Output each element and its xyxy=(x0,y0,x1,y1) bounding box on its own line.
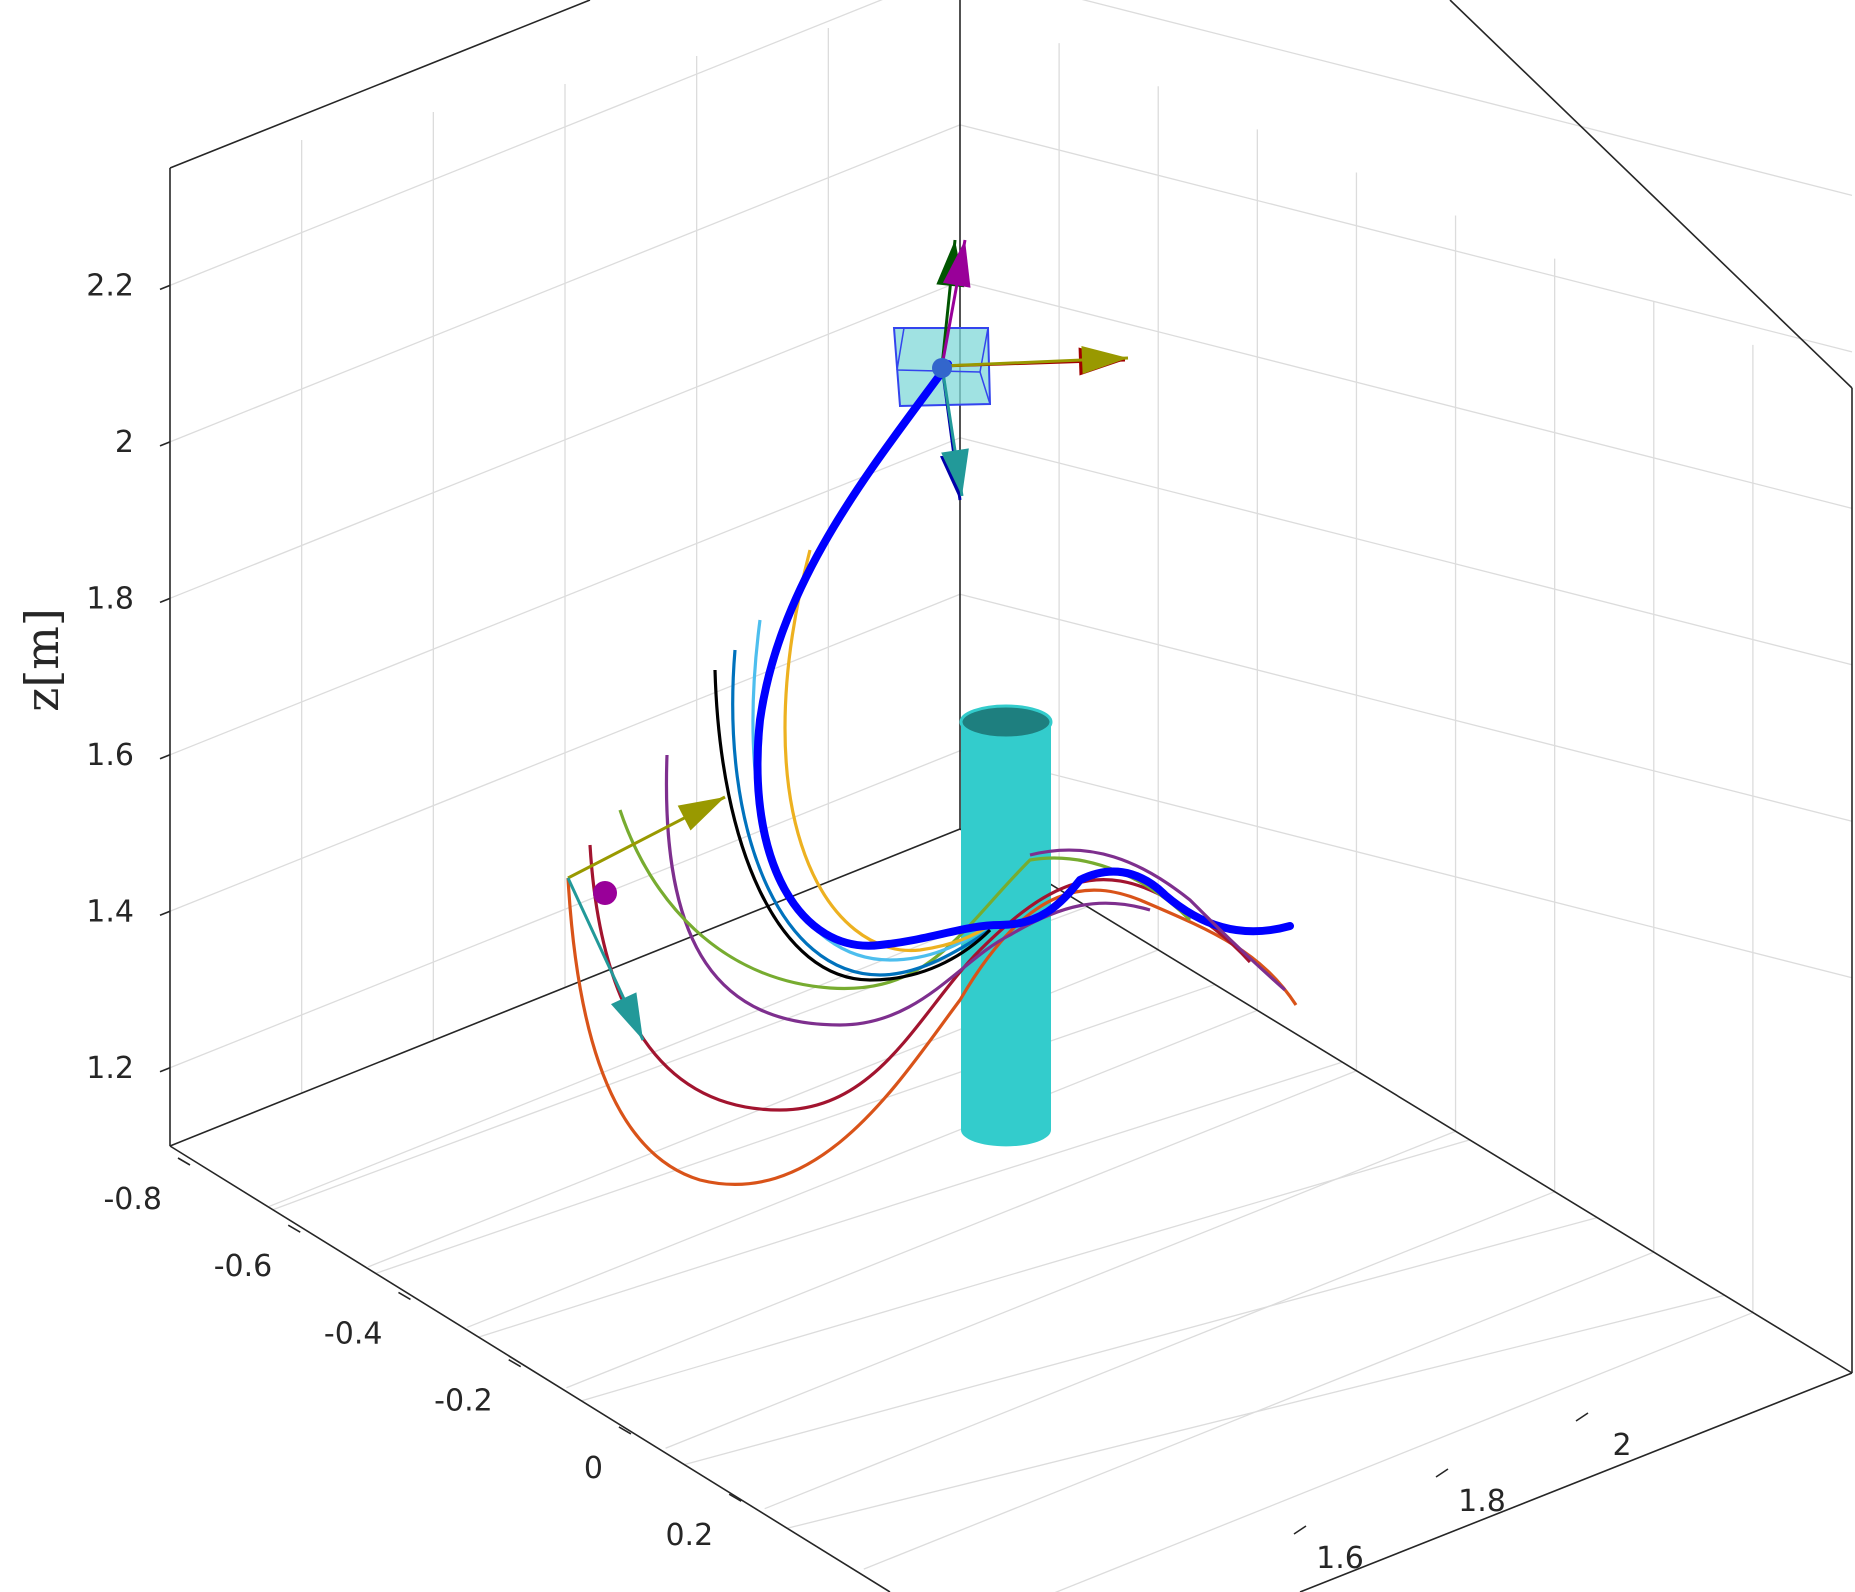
y-tick-mark xyxy=(1293,1525,1307,1535)
z-tick-mark xyxy=(159,284,171,291)
axis-box-edge xyxy=(169,828,961,1147)
z-tick-label: 1.2 xyxy=(86,1051,134,1086)
trajectory-line xyxy=(664,754,1151,1027)
goal-box-edge xyxy=(896,327,991,405)
floor-grid-line xyxy=(684,1216,1598,1466)
start-x-arrow-head xyxy=(677,797,725,831)
x-tick-label: 0 xyxy=(584,1451,603,1486)
y-tick-label: 1.6 xyxy=(1316,1541,1364,1576)
start-z-marker xyxy=(593,881,617,905)
y-tick-mark xyxy=(1435,1468,1449,1478)
z-grid-line xyxy=(959,437,1853,666)
axes-box xyxy=(169,0,1853,1592)
frame-arrows xyxy=(566,239,1129,1041)
reference-path xyxy=(753,360,1294,950)
floor-grid-line xyxy=(566,1070,1357,1389)
z-tick-label: 1.6 xyxy=(86,738,134,773)
floor-grid-line xyxy=(581,1139,1470,1402)
x-tick-label: -0.6 xyxy=(214,1249,273,1284)
axis-box-edge xyxy=(1449,0,1853,389)
floor-grid-line xyxy=(478,1061,1343,1338)
z-tick-label: 1.8 xyxy=(86,581,134,616)
x-tick-label: 0.2 xyxy=(665,1518,713,1553)
z-tick-label: 1.4 xyxy=(86,894,134,929)
y-tick-label: 2 xyxy=(1612,1428,1631,1463)
goal-marker xyxy=(932,358,952,378)
y-axis-arrow-head xyxy=(941,448,969,496)
z-tick-label: 2 xyxy=(115,425,134,460)
trajectory-series xyxy=(566,360,1298,1187)
cylinder-top xyxy=(959,704,1053,740)
axis-ticks: 1.2 1.4 1.6 1.8 2 2.2 -0.8 -0.6 -0.4 -0.2 0 0.2 1.6 1… xyxy=(86,268,1631,1576)
z-axis-arrow-head xyxy=(942,240,971,288)
z-grid-line xyxy=(959,124,1853,353)
z-grid-line xyxy=(959,280,1853,509)
x-tick-mark xyxy=(287,1224,301,1233)
z-grid-line xyxy=(1081,0,1853,196)
z-tick-label: 2.2 xyxy=(86,268,134,303)
z-tick-mark xyxy=(159,1067,171,1073)
grid-lines xyxy=(169,0,1853,1592)
x-tick-mark xyxy=(177,1157,191,1166)
x-tick-mark xyxy=(398,1291,411,1301)
trajectory-line xyxy=(1029,848,1287,992)
z-tick-mark xyxy=(159,910,171,917)
x-tick-label: -0.4 xyxy=(324,1316,383,1351)
z-tick-mark xyxy=(159,441,171,447)
z-grid-line xyxy=(959,750,1853,979)
axis-box-edge xyxy=(169,1145,891,1592)
z-tick-mark xyxy=(159,754,171,760)
z-grid-line xyxy=(959,593,1853,822)
z-tick-mark xyxy=(159,597,171,604)
y-tick-label: 1.8 xyxy=(1458,1484,1506,1519)
floor-grid-line xyxy=(1054,1311,1754,1592)
z-axis-label: z[m] xyxy=(15,608,69,712)
start-y-arrow-head xyxy=(610,992,643,1040)
floor-grid-line xyxy=(467,1009,1258,1328)
trajectory-line xyxy=(731,649,991,977)
trajectory-line xyxy=(566,877,1298,1187)
floor-grid-line xyxy=(375,983,1216,1275)
x-tick-label: -0.2 xyxy=(434,1384,493,1419)
trajectory-line xyxy=(713,669,992,982)
x-tick-mark xyxy=(508,1359,522,1368)
x-axis-arrow-head xyxy=(1081,345,1128,374)
axis-box-edge xyxy=(1299,1372,1853,1592)
floor-grid-line xyxy=(863,1251,1655,1570)
axis-box-edge xyxy=(959,828,1853,1374)
trajectory-line xyxy=(783,549,991,953)
axis-box-edge xyxy=(169,0,591,169)
x-tick-mark xyxy=(728,1493,742,1502)
x-tick-mark xyxy=(618,1426,632,1435)
x-tick-label: -0.8 xyxy=(103,1182,162,1217)
floor-grid-line xyxy=(268,888,1060,1208)
box-lines xyxy=(169,0,1853,1592)
floor-grid-line xyxy=(665,1130,1456,1449)
y-tick-mark xyxy=(1575,1412,1589,1422)
floor-grid-line xyxy=(764,1191,1555,1510)
